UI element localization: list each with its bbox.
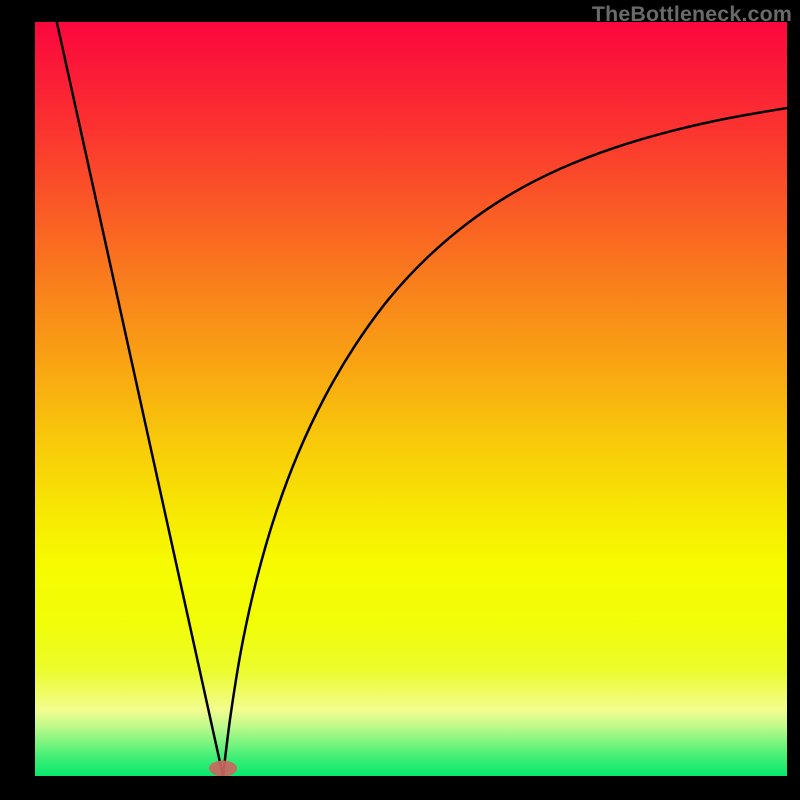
plot-svg <box>35 22 787 776</box>
watermark: TheBottleneck.com <box>592 2 792 27</box>
chart-frame: TheBottleneck.com <box>0 0 800 800</box>
plot-area <box>35 22 787 776</box>
highlight-marker <box>209 760 237 776</box>
gradient-background <box>35 22 787 776</box>
